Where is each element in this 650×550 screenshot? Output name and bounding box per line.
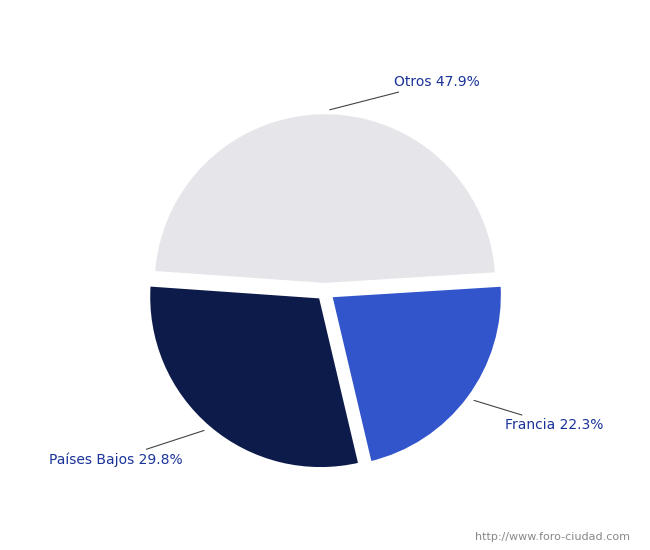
Wedge shape	[153, 113, 497, 284]
Text: Países Bajos 29.8%: Países Bajos 29.8%	[49, 431, 204, 466]
Text: http://www.foro-ciudad.com: http://www.foro-ciudad.com	[476, 532, 630, 542]
Wedge shape	[331, 285, 502, 463]
Text: Llerena - Turistas extranjeros según país - Abril de 2024: Llerena - Turistas extranjeros según paí…	[111, 16, 539, 33]
Wedge shape	[148, 285, 360, 469]
Text: Otros 47.9%: Otros 47.9%	[330, 75, 480, 110]
Text: Francia 22.3%: Francia 22.3%	[474, 400, 603, 432]
